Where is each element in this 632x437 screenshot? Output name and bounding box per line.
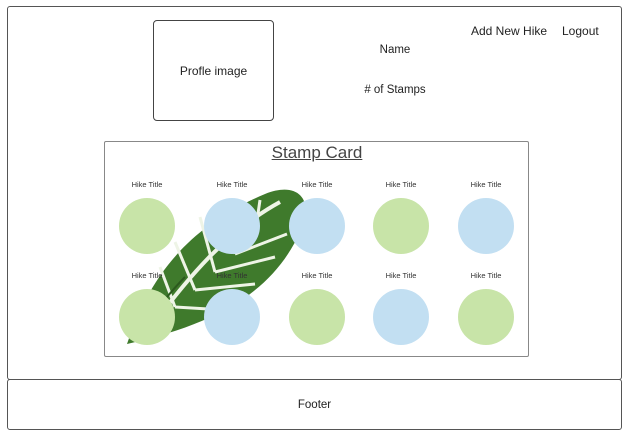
hike-title-label: Hike Title — [385, 271, 417, 280]
footer: Footer — [7, 379, 622, 430]
hike-title-label: Hike Title — [131, 180, 163, 189]
hike-title-label: Hike Title — [301, 180, 333, 189]
add-new-hike-link[interactable]: Add New Hike — [471, 24, 548, 38]
hike-stamp[interactable] — [204, 289, 260, 345]
hike-title-label: Hike Title — [216, 180, 248, 189]
hike-title-label: Hike Title — [385, 180, 417, 189]
stamp-card-title: Stamp Card — [271, 143, 363, 162]
hike-title-label: Hike Title — [301, 271, 333, 280]
hike-stamp[interactable] — [119, 289, 175, 345]
hike-title-label: Hike Title — [470, 180, 502, 189]
profile-image-placeholder: Profle image — [153, 20, 274, 121]
hike-stamp[interactable] — [119, 198, 175, 254]
hike-stamp[interactable] — [458, 198, 514, 254]
hike-title-label: Hike Title — [470, 271, 502, 280]
hike-stamp[interactable] — [289, 198, 345, 254]
footer-label: Footer — [297, 398, 332, 411]
hike-stamp[interactable] — [373, 198, 429, 254]
hike-stamp[interactable] — [373, 289, 429, 345]
hike-title-label: Hike Title — [131, 271, 163, 280]
hike-title-label: Hike Title — [216, 271, 248, 280]
hike-stamp[interactable] — [204, 198, 260, 254]
profile-image-label: Profle image — [179, 63, 248, 78]
hike-stamp[interactable] — [289, 289, 345, 345]
hike-stamp[interactable] — [458, 289, 514, 345]
logout-link[interactable]: Logout — [562, 24, 599, 38]
stamp-card: Stamp Card Hike Title Hike Title Hike Titl… — [104, 141, 529, 357]
user-name: Name — [379, 44, 411, 56]
stamp-count: # of Stamps — [364, 84, 426, 96]
